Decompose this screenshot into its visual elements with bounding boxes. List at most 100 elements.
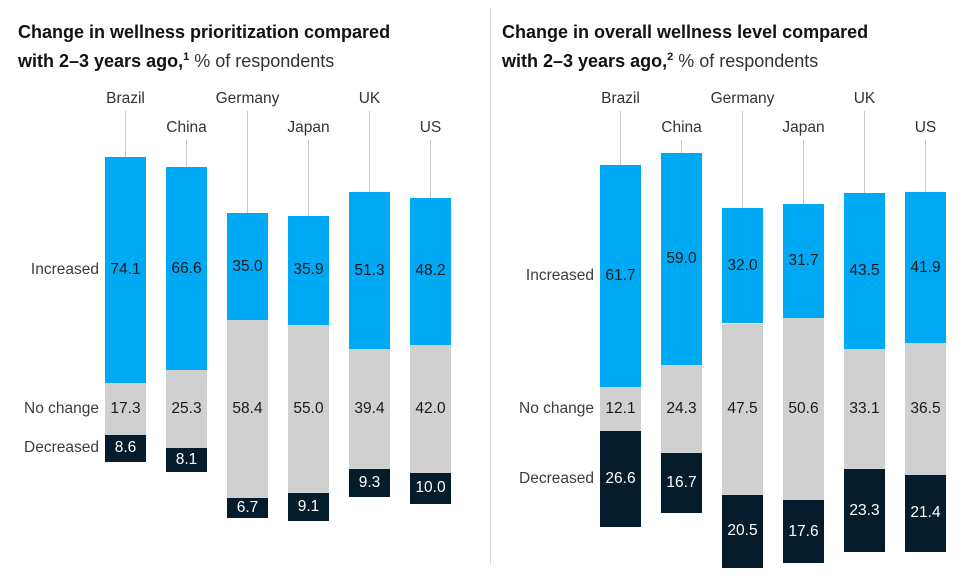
country-tick-us <box>430 140 431 198</box>
country-tick-brazil <box>620 111 621 166</box>
country-tick-uk <box>864 111 865 193</box>
bar-segment-increased-uk <box>844 192 885 350</box>
value-label-decreased-uk: 9.3 <box>358 474 381 492</box>
country-tick-brazil <box>125 111 126 157</box>
country-label-china: China <box>661 119 702 136</box>
left-chart-title-line1: Change in wellness prioritization compar… <box>18 22 391 42</box>
category-label-no-change: No change <box>24 400 99 417</box>
value-label-increased-brazil: 61.7 <box>605 267 636 285</box>
value-label-increased-uk: 51.3 <box>354 261 385 279</box>
right-chart-unit-label: % of respondents <box>678 51 819 71</box>
country-tick-japan <box>308 140 309 216</box>
bar-segment-increased-us <box>410 197 451 345</box>
category-label-decreased: Decreased <box>24 439 99 457</box>
bar-segment-decreased-brazil <box>600 430 641 527</box>
bar-segment-increased-brazil <box>105 156 146 383</box>
country-label-japan: Japan <box>287 119 330 136</box>
value-label-increased-germany: 35.0 <box>232 257 263 275</box>
bar-segment-decreased-brazil <box>105 435 146 462</box>
right-chart-title: Change in overall wellness level compare… <box>502 20 964 74</box>
bar-segment-increased-china <box>661 152 702 366</box>
value-label-decreased-uk: 23.3 <box>849 501 880 519</box>
value-label-no-change-us: 36.5 <box>910 400 941 417</box>
value-label-decreased-china: 16.7 <box>666 473 697 491</box>
value-label-no-change-japan: 50.6 <box>788 400 819 417</box>
left-chart-title: Change in wellness prioritization compar… <box>18 20 480 74</box>
value-label-increased-china: 66.6 <box>171 259 202 277</box>
value-label-no-change-uk: 39.4 <box>354 400 385 417</box>
bar-segment-no-change-brazil <box>600 387 641 431</box>
bar-segment-no-change-uk <box>844 349 885 469</box>
bar-segment-no-change-us <box>410 344 451 474</box>
country-label-us: US <box>914 119 937 136</box>
country-label-brazil: Brazil <box>106 90 145 107</box>
category-label-decreased: Decreased <box>519 469 594 487</box>
bar-segment-no-change-china <box>166 370 207 448</box>
bar-segment-no-change-japan <box>288 325 329 493</box>
bar-segment-no-change-germany <box>227 319 268 499</box>
value-label-decreased-brazil: 8.6 <box>114 439 137 457</box>
bar-segment-increased-japan <box>783 203 824 318</box>
footnote-marker: 2 <box>667 51 674 63</box>
bar-segment-no-change-brazil <box>105 382 146 436</box>
country-label-japan: Japan <box>782 119 825 136</box>
value-label-increased-us: 41.9 <box>910 258 941 276</box>
bar-segment-decreased-china <box>166 447 207 473</box>
country-label-china: China <box>166 119 207 136</box>
category-label-increased: Increased <box>30 260 99 278</box>
value-label-increased-china: 59.0 <box>666 250 697 268</box>
bar-segment-decreased-germany <box>722 494 763 569</box>
value-label-no-change-us: 42.0 <box>415 400 446 417</box>
bar-segment-decreased-japan <box>783 500 824 564</box>
country-label-uk: UK <box>853 90 876 107</box>
bar-segment-decreased-uk <box>349 469 390 498</box>
value-label-decreased-germany: 6.7 <box>236 499 259 517</box>
value-label-increased-us: 48.2 <box>415 262 446 280</box>
value-label-no-change-brazil: 17.3 <box>110 400 141 417</box>
footnote-marker: 1 <box>183 51 190 63</box>
country-label-germany: Germany <box>215 90 280 107</box>
country-tick-uk <box>369 111 370 193</box>
bar-segment-decreased-uk <box>844 468 885 553</box>
country-tick-china <box>186 140 187 168</box>
category-label-increased: Increased <box>525 267 594 285</box>
value-label-increased-brazil: 74.1 <box>110 260 141 278</box>
country-tick-japan <box>803 140 804 204</box>
bar-segment-no-change-us <box>905 343 946 475</box>
bar-segment-decreased-china <box>661 452 702 513</box>
value-label-no-change-brazil: 12.1 <box>605 400 636 417</box>
bar-segment-no-change-japan <box>783 317 824 501</box>
country-tick-china <box>681 140 682 153</box>
value-label-decreased-us: 21.4 <box>910 504 941 522</box>
left-chart-unit-label: % of respondents <box>194 51 335 71</box>
value-label-decreased-germany: 20.5 <box>727 522 758 540</box>
value-label-decreased-us: 10.0 <box>415 479 446 497</box>
bar-segment-decreased-us <box>905 474 946 552</box>
value-label-no-change-japan: 55.0 <box>293 400 324 417</box>
value-label-decreased-china: 8.1 <box>175 450 198 468</box>
bar-segment-no-change-uk <box>349 348 390 470</box>
bar-segment-increased-brazil <box>600 165 641 388</box>
bar-segment-decreased-germany <box>227 498 268 519</box>
country-label-germany: Germany <box>710 90 775 107</box>
country-label-brazil: Brazil <box>601 90 640 107</box>
bar-segment-no-change-germany <box>722 323 763 495</box>
value-label-increased-japan: 31.7 <box>788 251 819 269</box>
value-label-decreased-japan: 17.6 <box>788 522 819 540</box>
bar-segment-increased-germany <box>722 208 763 324</box>
value-label-increased-uk: 43.5 <box>849 262 880 280</box>
left-chart-title-line2: with 2–3 years ago,1% of respondents <box>18 51 335 71</box>
bar-segment-decreased-us <box>410 473 451 504</box>
category-label-no-change: No change <box>519 400 594 417</box>
country-tick-us <box>925 140 926 193</box>
panel-divider <box>490 8 491 565</box>
bar-segment-increased-us <box>905 192 946 344</box>
bar-segment-increased-uk <box>349 192 390 349</box>
bar-segment-increased-china <box>166 167 207 371</box>
country-label-uk: UK <box>358 90 381 107</box>
country-tick-germany <box>742 111 743 209</box>
value-label-increased-germany: 32.0 <box>727 256 758 274</box>
bar-segment-increased-germany <box>227 213 268 320</box>
